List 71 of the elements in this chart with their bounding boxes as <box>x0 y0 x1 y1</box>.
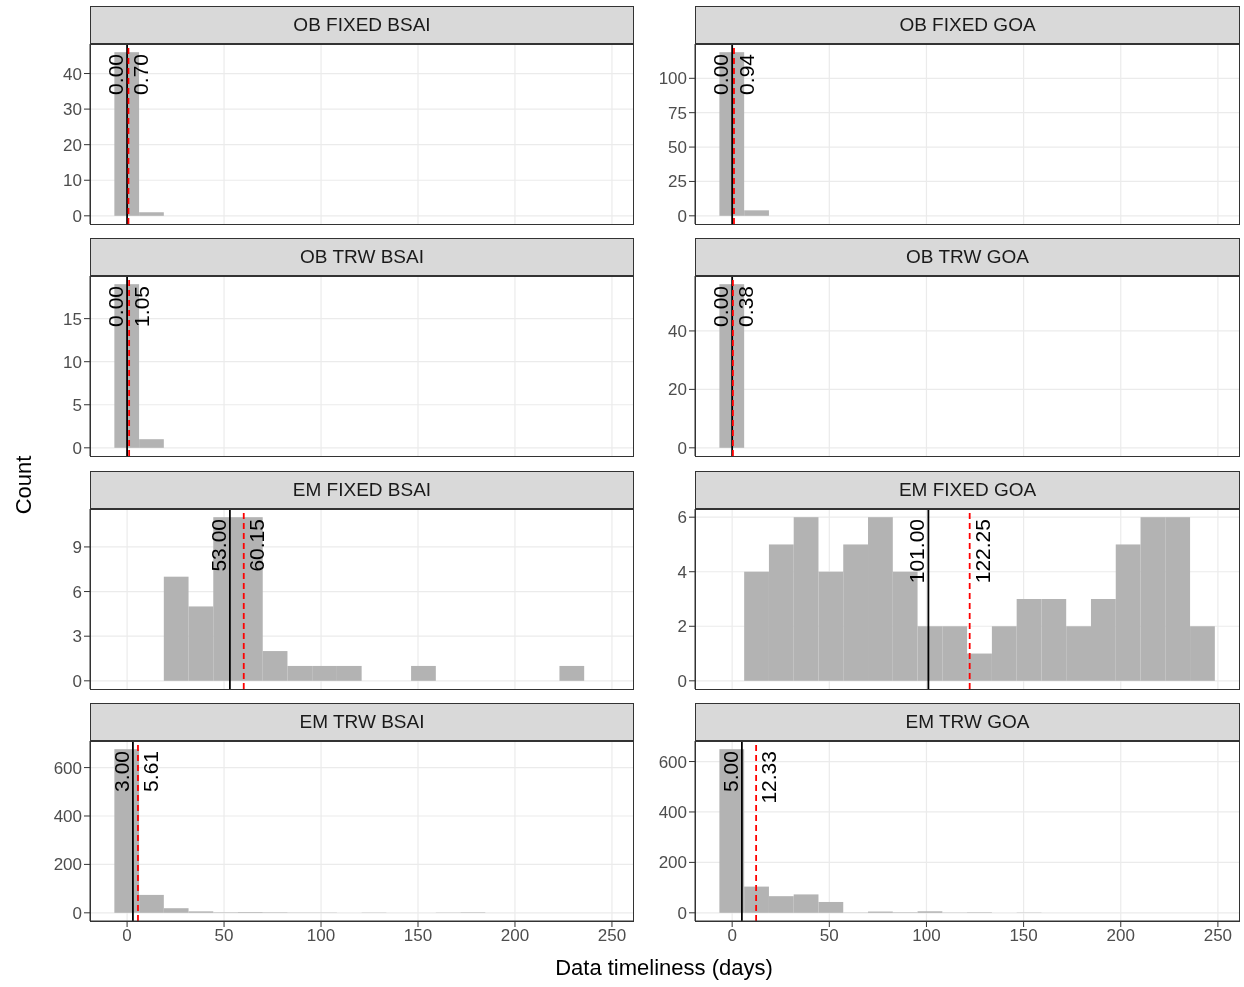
x-tick-label: 250 <box>597 926 627 946</box>
ref-line-label: 0.70 <box>129 54 153 95</box>
y-tick-label: 75 <box>668 103 687 123</box>
x-tick-label: 50 <box>214 926 234 946</box>
x-tick-label: 0 <box>727 926 737 946</box>
y-tick-label: 0 <box>72 438 82 458</box>
y-tick-label: 10 <box>63 171 82 191</box>
ref-line-label: 0.00 <box>104 286 128 327</box>
y-tick-label: 400 <box>658 803 687 822</box>
y-tick-label: 200 <box>53 855 82 875</box>
ref-line-label: 12.33 <box>757 751 781 804</box>
x-axis-title: Data timeliness (days) <box>554 955 774 981</box>
y-tick-label: 20 <box>668 380 687 400</box>
y-tick-label: 20 <box>63 135 82 155</box>
y-tick-label: 50 <box>668 138 687 158</box>
y-tick-label: 0 <box>72 903 82 923</box>
y-tick-label: 15 <box>63 309 82 329</box>
y-tick-label: 30 <box>63 100 82 120</box>
x-tick-label: 100 <box>912 926 941 946</box>
ref-line-label: 3.00 <box>109 751 133 792</box>
chart-title: OB TRW BSAI <box>90 238 634 276</box>
chart-title: OB FIXED BSAI <box>90 6 634 44</box>
ref-line-label: 5.00 <box>718 751 742 792</box>
y-tick-label: 10 <box>63 352 82 372</box>
x-tick-label: 0 <box>122 926 132 946</box>
ref-line-label: 5.61 <box>138 751 162 792</box>
x-tick-label: 250 <box>1203 926 1233 946</box>
chart-title: EM TRW BSAI <box>90 703 634 741</box>
y-tick-label: 3 <box>72 627 82 647</box>
x-tick-label: 100 <box>306 926 336 946</box>
y-axis-title: Count <box>11 455 37 515</box>
y-tick-label: 0 <box>72 671 82 691</box>
y-tick-label: 0 <box>677 206 687 226</box>
y-tick-label: 9 <box>72 537 82 557</box>
x-tick-label: 50 <box>819 926 839 946</box>
y-tick-label: 40 <box>63 64 82 84</box>
y-tick-label: 0 <box>72 206 82 226</box>
y-tick-label: 600 <box>658 752 687 772</box>
x-tick-label: 150 <box>403 926 433 946</box>
y-tick-label: 2 <box>677 617 687 637</box>
y-tick-label: 6 <box>677 508 687 528</box>
y-tick-label: 5 <box>72 395 82 415</box>
y-tick-label: 100 <box>658 69 687 89</box>
y-tick-label: 40 <box>668 321 687 341</box>
chart-title: EM TRW GOA <box>695 703 1240 741</box>
y-tick-label: 0 <box>677 671 687 691</box>
ref-line-label: 101.00 <box>905 519 929 584</box>
x-tick-label: 200 <box>1106 926 1135 946</box>
chart-title: EM FIXED BSAI <box>90 471 634 509</box>
y-tick-label: 400 <box>53 807 82 827</box>
chart-title: EM FIXED GOA <box>695 471 1240 509</box>
y-tick-label: 6 <box>72 582 82 602</box>
y-tick-label: 0 <box>677 438 687 458</box>
ref-line-label: 122.25 <box>970 519 994 584</box>
y-tick-label: 0 <box>677 903 687 923</box>
y-tick-label: 25 <box>668 172 687 192</box>
chart-title: OB TRW GOA <box>695 238 1240 276</box>
ref-line-label: 0.38 <box>733 286 757 327</box>
ref-line-label: 0.00 <box>709 54 733 95</box>
y-tick-label: 4 <box>677 562 687 582</box>
x-tick-label: 200 <box>500 926 530 946</box>
y-tick-label: 600 <box>53 758 82 778</box>
x-tick-label: 150 <box>1009 926 1038 946</box>
ref-line-label: 1.05 <box>130 286 154 327</box>
ref-line-label: 0.00 <box>709 286 733 327</box>
ref-line-label: 60.15 <box>244 519 268 572</box>
y-tick-label: 200 <box>658 853 687 873</box>
chart-title: OB FIXED GOA <box>695 6 1240 44</box>
ref-line-label: 0.00 <box>104 54 128 95</box>
ref-line-label: 0.94 <box>734 53 758 95</box>
ref-line-label: 53.00 <box>206 519 230 572</box>
